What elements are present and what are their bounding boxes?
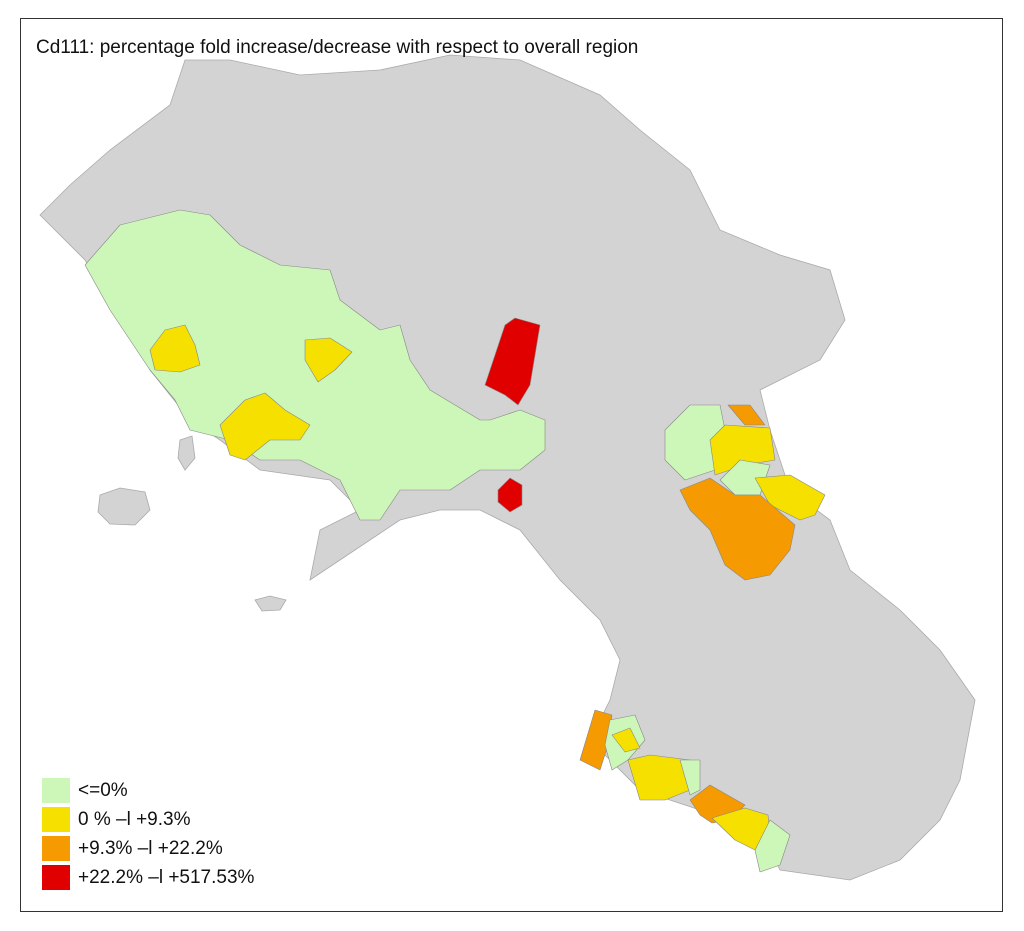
classified-areas (84, 209, 826, 873)
island (177, 435, 196, 471)
legend: <=0% 0 % –l +9.3% +9.3% –l +22.2% +22.2% –l… (42, 778, 255, 890)
legend-swatch (42, 807, 70, 832)
area (754, 819, 791, 873)
legend-swatch (42, 865, 70, 890)
area (219, 392, 311, 461)
island (254, 595, 287, 612)
area (304, 337, 353, 383)
legend-label: <=0% (78, 780, 128, 801)
island (97, 487, 151, 526)
legend-label: 0 % –l +9.3% (78, 809, 191, 830)
area (727, 404, 766, 426)
map-title: Cd111: percentage fold increase/decrease… (36, 37, 638, 58)
area (484, 317, 541, 406)
legend-swatch (42, 778, 70, 803)
area (679, 477, 796, 581)
legend-label: +9.3% –l +22.2% (78, 838, 223, 859)
legend-label: +22.2% –l +517.53% (78, 867, 255, 888)
area (497, 477, 523, 513)
area (709, 424, 776, 476)
legend-swatch (42, 836, 70, 861)
area (149, 324, 201, 373)
area (611, 727, 641, 753)
area (679, 759, 701, 796)
